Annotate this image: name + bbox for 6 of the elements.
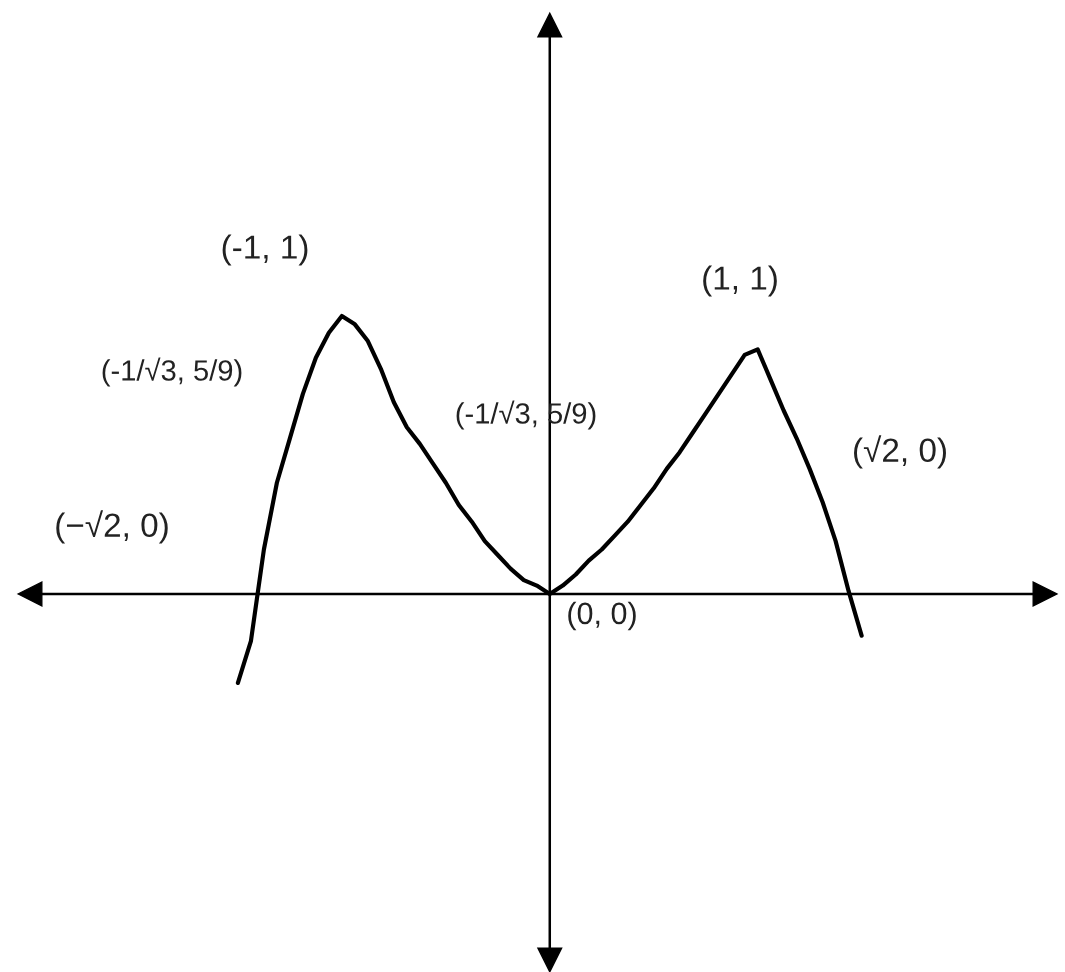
text: (-1, 1) — [222, 234, 308, 266]
annotation: (-1/√3, 5/9) — [102, 357, 242, 387]
annotation: (0, 0) — [568, 601, 636, 631]
text: (−√2, 0) — [56, 510, 168, 544]
annotation: (√2, 0) — [854, 435, 946, 469]
text: (1, 1) — [703, 265, 777, 297]
